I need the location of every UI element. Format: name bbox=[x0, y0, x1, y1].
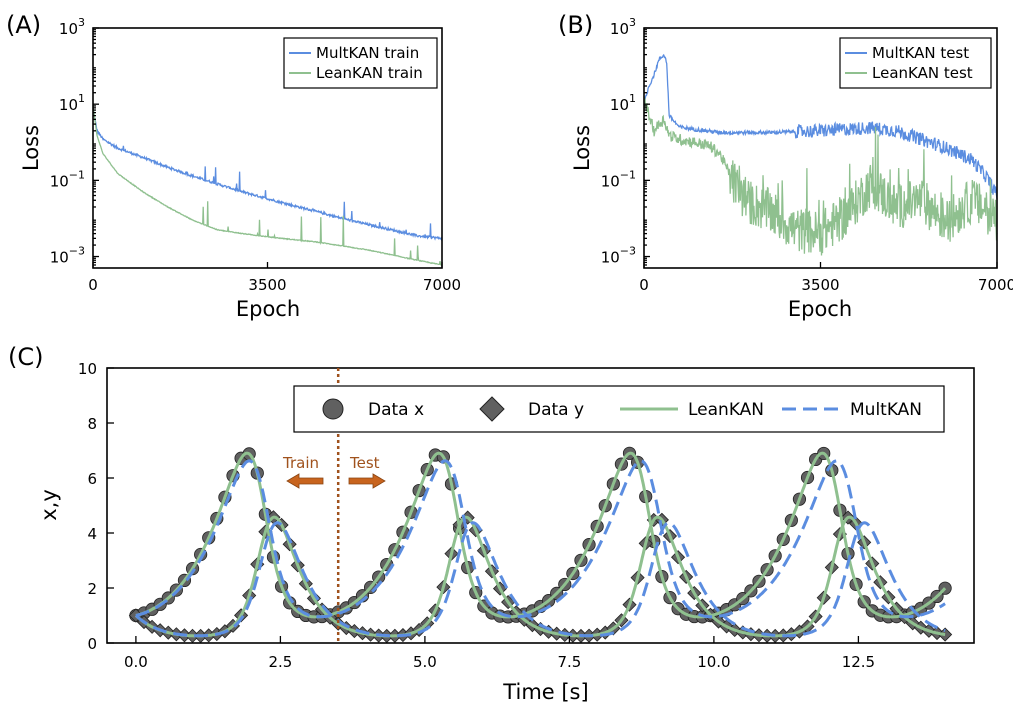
legend-c-data-y: Data y bbox=[528, 400, 584, 420]
y-tick-label: 0 bbox=[87, 635, 97, 653]
legend-c-data-x: Data x bbox=[368, 400, 424, 420]
y-tick-label: 2 bbox=[87, 580, 97, 598]
x-tick-label: 2.5 bbox=[268, 653, 292, 671]
y-tick-label: 8 bbox=[87, 415, 97, 433]
train-arrow-icon bbox=[286, 473, 324, 489]
y-tick-label: 6 bbox=[87, 470, 97, 488]
chart-c-series bbox=[128, 446, 953, 644]
chart-c-legend: Data x Data y LeanKAN MultKAN bbox=[293, 385, 945, 433]
y-tick-label: 101 bbox=[610, 92, 636, 114]
chart-a-ylabel: Loss bbox=[19, 125, 43, 171]
x-tick-label: 5.0 bbox=[413, 653, 437, 671]
y-tick-label: 10−3 bbox=[601, 245, 636, 267]
legend-c-multkan: MultKAN bbox=[850, 400, 922, 420]
legend-c-data-x-marker bbox=[322, 398, 344, 420]
legend-c-data-y-marker bbox=[479, 396, 505, 422]
chart-c-ylabel: x,y bbox=[37, 489, 61, 521]
y-tick-label: 10−1 bbox=[50, 168, 85, 190]
x-tick-label: 0 bbox=[639, 276, 649, 294]
chart-c-frame bbox=[106, 367, 975, 644]
x-tick-label: 10.0 bbox=[697, 653, 730, 671]
chart-c: 0.0 2.5 5.0 7.5 10.0 12.5 0 2 4 6 8 10 Train Test T… bbox=[37, 360, 975, 702]
panel-label-c: (C) bbox=[8, 343, 43, 371]
y-tick-label: 103 bbox=[59, 16, 85, 38]
series-line-multkan-train bbox=[92, 107, 443, 242]
chart-a: 0 3500 7000 103 101 10−1 10−3 Epoch Loss MultK… bbox=[19, 16, 461, 321]
x-tick-label: 7000 bbox=[423, 276, 461, 294]
legend-b-multkan: MultKAN test bbox=[872, 44, 969, 62]
legend-a-leankan: LeanKAN train bbox=[316, 64, 423, 82]
legend-b-leankan: LeanKAN test bbox=[872, 64, 973, 82]
x-tick-label: 7.5 bbox=[557, 653, 581, 671]
multkan-x-line bbox=[135, 459, 946, 619]
chart-b: 0 3500 7000 103 101 10−1 10−3 Epoch Loss MultK… bbox=[570, 16, 1013, 321]
legend-c-leankan: LeanKAN bbox=[688, 400, 764, 420]
series-line-leankan-train bbox=[92, 105, 443, 266]
y-tick-label: 4 bbox=[87, 525, 97, 543]
series-line-leankan-test bbox=[643, 95, 998, 256]
chart-a-legend: MultKAN train LeanKAN train bbox=[283, 37, 438, 89]
panel-label-b: (B) bbox=[558, 11, 593, 39]
x-tick-label: 0 bbox=[88, 276, 98, 294]
test-arrow-icon bbox=[348, 473, 386, 489]
y-tick-label: 10−3 bbox=[50, 245, 85, 267]
x-tick-label: 3500 bbox=[248, 276, 286, 294]
x-tick-label: 7000 bbox=[978, 276, 1013, 294]
leankan-x-line bbox=[135, 451, 947, 619]
y-tick-label: 103 bbox=[610, 16, 636, 38]
chart-b-series bbox=[643, 53, 998, 256]
chart-b-ylabel: Loss bbox=[570, 125, 594, 171]
chart-c-axes: 0.0 2.5 5.0 7.5 10.0 12.5 0 2 4 6 8 10 bbox=[78, 360, 875, 671]
chart-b-legend: MultKAN test LeanKAN test bbox=[839, 37, 992, 89]
chart-b-xlabel: Epoch bbox=[788, 297, 852, 321]
chart-a-series bbox=[92, 105, 443, 266]
multkan-y-line bbox=[134, 521, 946, 638]
chart-c-xlabel: Time [s] bbox=[502, 680, 588, 702]
panel-label-a: (A) bbox=[6, 11, 41, 39]
x-tick-label: 12.5 bbox=[842, 653, 875, 671]
chart-a-xlabel: Epoch bbox=[236, 297, 300, 321]
y-tick-label: 10 bbox=[78, 360, 97, 378]
y-tick-label: 10−1 bbox=[601, 168, 636, 190]
legend-a-multkan: MultKAN train bbox=[316, 44, 419, 62]
x-tick-label: 3500 bbox=[801, 276, 839, 294]
y-tick-label: 101 bbox=[59, 92, 85, 114]
train-annotation: Train bbox=[282, 454, 319, 472]
leankan-y-line bbox=[134, 515, 946, 638]
x-tick-label: 0.0 bbox=[124, 653, 148, 671]
test-annotation: Test bbox=[349, 454, 380, 472]
series-line-multkan-test bbox=[643, 53, 998, 200]
